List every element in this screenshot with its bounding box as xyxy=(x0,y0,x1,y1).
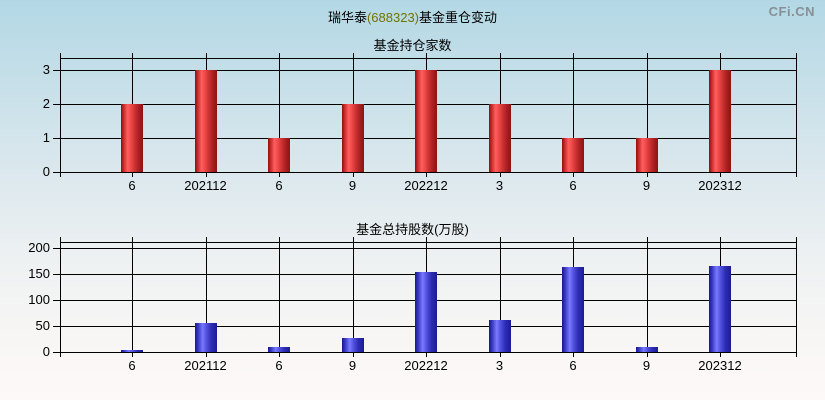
y-tick-label: 2 xyxy=(42,96,50,111)
y-axis-line xyxy=(60,53,61,177)
bar xyxy=(341,338,364,352)
x-tick-label: 9 xyxy=(642,358,651,373)
x-tick-label: 9 xyxy=(348,358,357,373)
x-tick-label: 3 xyxy=(495,358,504,373)
x-tick-label: 9 xyxy=(642,178,651,193)
x-tick-label: 202312 xyxy=(698,358,742,373)
y-tick-label: 200 xyxy=(28,240,50,255)
bar xyxy=(635,347,658,352)
gridline-h xyxy=(53,248,796,249)
y-tick-label: 0 xyxy=(42,344,50,359)
bar xyxy=(709,70,731,172)
x-tick-label: 202112 xyxy=(184,178,227,193)
funds-count-chart-title: 基金持仓家数 xyxy=(373,38,452,53)
bar xyxy=(415,272,437,352)
bar xyxy=(488,104,511,172)
gridline-v xyxy=(352,237,354,357)
stock-name: 瑞华泰 xyxy=(327,10,367,25)
bar xyxy=(194,323,217,352)
plot-top-frame xyxy=(60,242,796,243)
bar xyxy=(709,266,731,352)
bar xyxy=(194,70,217,172)
x-tick-label: 6 xyxy=(128,358,136,373)
x-axis-line xyxy=(53,172,796,173)
y-axis-line xyxy=(60,237,61,357)
total-shares-plot: 0 50 100 150 200 6 202112 6 9 202212 3 6 9 202312 xyxy=(28,237,797,373)
title-suffix: 基金重仓变动 xyxy=(419,10,498,25)
bar xyxy=(635,138,658,172)
x-tick-label: 6 xyxy=(569,358,577,373)
x-tick-label: 6 xyxy=(569,178,577,193)
gridline-v xyxy=(205,237,207,357)
page-title: 瑞华泰(688323)基金重仓变动 xyxy=(0,7,825,26)
y-tick-label: 1 xyxy=(42,130,50,145)
x-tick-label: 9 xyxy=(348,178,357,193)
x-tick-label: 6 xyxy=(128,178,136,193)
plot-right-frame xyxy=(796,237,797,357)
bar xyxy=(121,104,143,172)
x-tick-label: 6 xyxy=(275,178,283,193)
y-tick-label: 150 xyxy=(28,266,50,281)
y-tick-label: 50 xyxy=(35,318,50,333)
x-axis-line xyxy=(53,352,796,353)
plot-right-frame xyxy=(796,53,797,177)
gridline-v xyxy=(132,237,133,357)
gridline-v xyxy=(573,53,574,177)
x-tick-label: 202212 xyxy=(404,358,448,373)
x-tick-label: 202312 xyxy=(698,178,742,193)
gridline-v xyxy=(279,237,280,357)
x-tick-label: 3 xyxy=(495,178,504,193)
total-shares-chart-title: 基金总持股数(万股) xyxy=(356,222,469,237)
bar xyxy=(341,104,364,172)
gridline-v xyxy=(279,53,280,177)
cfi-logo: CFi.CN xyxy=(768,4,815,19)
bar xyxy=(121,350,143,352)
x-tick-label: 202212 xyxy=(404,178,448,193)
bar xyxy=(268,138,290,172)
gridline-v xyxy=(646,237,648,357)
bar xyxy=(562,267,584,352)
bar xyxy=(415,70,437,172)
y-tick-label: 3 xyxy=(42,62,50,77)
y-tick-label: 100 xyxy=(28,292,50,307)
x-tick-label: 202112 xyxy=(184,358,227,373)
plot-top-frame xyxy=(60,58,796,59)
y-tick-label: 0 xyxy=(42,164,50,179)
funds-count-plot: 0 1 2 3 6 202112 6 9 202212 3 6 9 202312 xyxy=(43,53,797,193)
gridline-v xyxy=(499,237,501,357)
gridline-v xyxy=(646,53,648,177)
x-tick-label: 6 xyxy=(275,358,283,373)
stock-code: (688323) xyxy=(366,10,420,25)
bar xyxy=(488,320,511,352)
bar xyxy=(268,347,290,352)
bar xyxy=(562,138,584,172)
